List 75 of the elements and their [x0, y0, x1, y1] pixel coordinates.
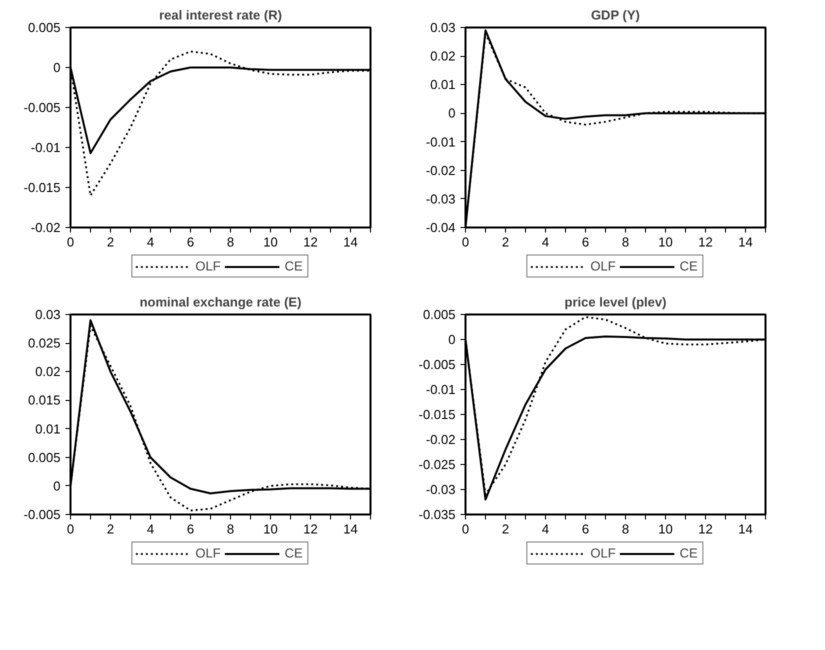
y-tick-label: -0.02 — [426, 432, 456, 447]
y-tick-label: -0.01 — [426, 382, 456, 397]
x-tick-label: 12 — [698, 522, 713, 536]
y-tick-label: 0 — [53, 478, 61, 494]
x-tick-label: 14 — [343, 234, 358, 250]
x-tick-label: 6 — [186, 234, 194, 250]
y-tick-label: -0.005 — [24, 100, 61, 115]
y-tick-label: -0.01 — [30, 140, 61, 155]
y-tick-label: -0.005 — [24, 507, 61, 522]
chart-title: nominal exchange rate (E) — [140, 294, 302, 310]
y-tick-label: 0.005 — [28, 20, 61, 35]
x-tick-label: 2 — [106, 234, 114, 250]
y-tick-label: 0.025 — [28, 336, 61, 351]
x-tick-label: 2 — [106, 522, 114, 536]
x-tick-label: 0 — [66, 522, 74, 536]
x-tick-label: 14 — [738, 522, 753, 536]
x-tick-label: 8 — [226, 522, 234, 536]
y-tick-label: 0 — [448, 332, 456, 347]
y-tick-label: 0.02 — [430, 48, 456, 64]
y-tick-label: -0.015 — [24, 180, 61, 195]
y-tick-label: -0.01 — [426, 134, 456, 150]
y-tick-label: -0.02 — [426, 162, 456, 178]
x-tick-label: 12 — [698, 234, 713, 250]
legend-label: CE — [680, 546, 699, 560]
legend-label: CE — [680, 258, 699, 274]
x-tick-label: 10 — [658, 522, 673, 536]
y-tick-label: 0.01 — [430, 77, 456, 92]
y-tick-label: 0.03 — [35, 307, 61, 322]
y-tick-label: -0.025 — [418, 457, 456, 472]
x-tick-label: 4 — [146, 234, 154, 250]
y-tick-label: -0.03 — [426, 482, 456, 497]
x-tick-label: 0 — [462, 234, 470, 250]
chart-title: price level (plev) — [564, 294, 666, 310]
y-tick-label: -0.02 — [30, 220, 61, 235]
x-tick-label: 10 — [658, 234, 673, 250]
x-tick-label: 2 — [502, 234, 510, 250]
chart-title: GDP (Y) — [590, 8, 640, 22]
y-tick-label: 0 — [53, 60, 61, 75]
x-tick-label: 0 — [66, 234, 74, 250]
x-tick-label: 2 — [502, 522, 510, 536]
y-tick-label: 0.01 — [35, 421, 61, 436]
x-tick-label: 6 — [186, 522, 194, 536]
legend-label: CE — [284, 546, 304, 560]
y-tick-label: 0.03 — [430, 20, 456, 35]
legend-label: OLF — [195, 546, 221, 560]
y-tick-label: -0.005 — [418, 357, 456, 372]
x-tick-label: 8 — [226, 234, 234, 250]
y-tick-label: 0.005 — [422, 307, 456, 322]
y-tick-label: -0.04 — [426, 220, 456, 235]
x-tick-label: 6 — [582, 522, 590, 536]
x-tick-label: 12 — [303, 522, 318, 536]
x-tick-label: 4 — [146, 522, 154, 536]
chart-title: real interest rate (R) — [159, 8, 282, 22]
x-tick-label: 8 — [622, 522, 630, 536]
y-tick-label: 0.015 — [28, 392, 61, 408]
x-tick-label: 12 — [303, 234, 318, 250]
x-tick-label: 10 — [263, 522, 278, 536]
y-tick-label: -0.035 — [418, 507, 456, 522]
legend-label: CE — [284, 258, 304, 274]
y-tick-label: 0 — [448, 106, 456, 121]
legend-label: OLF — [590, 258, 616, 274]
x-tick-label: 14 — [343, 522, 358, 536]
x-tick-label: 10 — [263, 234, 278, 250]
x-tick-label: 6 — [582, 234, 590, 250]
x-tick-label: 4 — [542, 234, 550, 250]
legend-label: OLF — [590, 546, 616, 560]
x-tick-label: 4 — [542, 522, 550, 536]
y-tick-label: 0.005 — [28, 450, 61, 465]
x-tick-label: 8 — [622, 234, 630, 250]
x-tick-label: 14 — [738, 234, 753, 250]
y-tick-label: 0.02 — [35, 364, 61, 380]
legend-label: OLF — [195, 258, 221, 274]
y-tick-label: -0.015 — [418, 407, 456, 422]
x-tick-label: 0 — [462, 522, 470, 536]
y-tick-label: -0.03 — [426, 191, 456, 206]
